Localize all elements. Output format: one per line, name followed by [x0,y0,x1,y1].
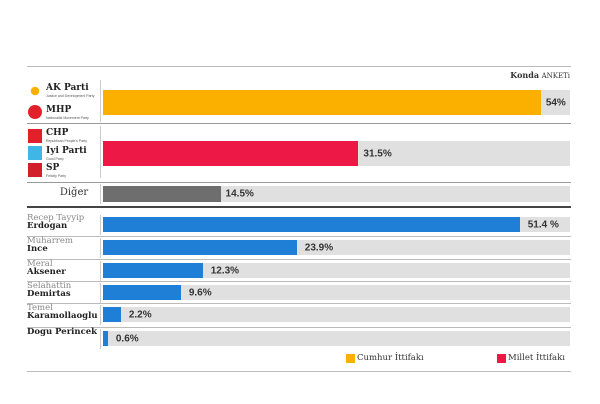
party-label: AK Parti Justice and Development Party [46,84,94,100]
candidate-label: Meral Aksener [27,259,66,277]
separator [100,215,101,235]
separator [100,329,101,349]
party-label: CHP Republican People's Party [46,129,87,145]
party-name: AK Parti [46,83,89,93]
party-sub: Republican People's Party [46,139,87,143]
separator [100,305,101,325]
separator [100,80,101,122]
bar-track: 9.6% [103,285,570,300]
candidate-last-name: Ince [27,244,48,254]
separator [100,126,101,178]
party-name: MHP [46,105,72,115]
party-label: MHP Nationalist Movement Party [46,106,89,122]
other-label: Diğer [59,187,89,198]
party-label: Iyi Parti Good Party [46,147,87,163]
party-label: SP Felicity Party [46,164,66,180]
value-label: 31.5% [363,148,392,159]
legend-swatch [346,353,355,363]
legend-millet: Millet İttifakı [497,353,565,363]
candidate-bar [103,285,181,300]
source-label: Konda ANKETi [510,70,570,80]
value-label: 0.6% [115,333,139,344]
divider [27,281,571,282]
bar-other [103,186,221,202]
separator [100,184,101,204]
bar-track: 54% [103,90,570,115]
bar-track: 31.5% [103,141,570,166]
party-sub: Nationalist Movement Party [46,116,89,120]
candidate-label: Dogu Perincek [27,327,98,337]
value-label: 12.3% [210,265,240,276]
candidate-last-name: Erdogan [27,221,68,231]
separator [100,283,101,303]
divider [27,303,571,304]
candidate-label: Temel Karamollaoglu [27,303,98,321]
candidate-bar [103,263,203,278]
sp-logo-icon [28,163,42,177]
divider [27,259,571,260]
chp-logo-icon [28,129,42,143]
bar-track: 0.6% [103,331,570,346]
candidate-label: Muharrem Ince [27,236,73,254]
separator [100,238,101,258]
party-name: SP [46,163,60,173]
divider [27,327,571,328]
bar-cumhur [103,90,541,115]
candidate-last-name: Aksener [27,267,66,277]
section-divider [27,206,571,208]
party-name: Iyi Parti [46,146,87,156]
candidate-last-name: Demirtas [27,289,71,299]
candidate-first-name: Recep Tayyip [27,213,85,223]
value-label: 14.5% [225,188,254,200]
value-label: 51.4 % [527,219,559,230]
party-sub: Good Party [46,157,64,161]
value-label: 23.9% [304,242,334,253]
divider [27,123,571,124]
candidate-first-name: Muharrem [27,236,73,246]
candidate-bar [103,217,520,232]
party-sub: Justice and Development Party [46,94,95,98]
brand: Konda [510,70,540,80]
divider [27,182,571,183]
party-sub: Felicity Party [46,174,67,178]
legend-label: Millet İttifakı [508,353,565,363]
bar-millet [103,141,359,166]
separator [100,261,101,281]
candidate-first-name: Temel [27,303,53,313]
candidate-label: Selahattin Demirtas [27,281,72,299]
candidate-first-name: Meral [27,259,53,269]
candidate-bar [103,331,108,346]
ak-parti-logo-icon [28,84,42,98]
candidate-bar [103,240,297,255]
bar-track: 51.4 % [103,217,570,232]
top-rule [27,66,571,67]
value-label: 9.6% [188,287,212,298]
legend-label: Cumhur İttifakı [357,353,424,363]
value-label: 2.2% [128,309,152,320]
candidate-last-name: Karamollaoglu [27,311,98,321]
bar-track: 14.5% [103,186,570,202]
legend-cumhur: Cumhur İttifakı [346,353,424,363]
candidate-last-name: Dogu Perincek [27,327,98,337]
mhp-logo-icon [28,105,42,119]
bar-track: 2.2% [103,307,570,322]
bar-track: 12.3% [103,263,570,278]
legend-swatch [497,353,506,363]
candidate-first-name: Selahattin [27,281,72,291]
iyi-parti-logo-icon [28,146,42,160]
party-name: CHP [46,128,69,138]
bottom-rule [27,371,571,372]
candidate-bar [103,307,121,322]
divider [27,236,571,237]
bar-track: 23.9% [103,240,570,255]
value-label: 54% [545,97,566,108]
subtitle: ANKETi [541,72,570,80]
candidate-label: Recep Tayyip Erdogan [27,213,85,231]
